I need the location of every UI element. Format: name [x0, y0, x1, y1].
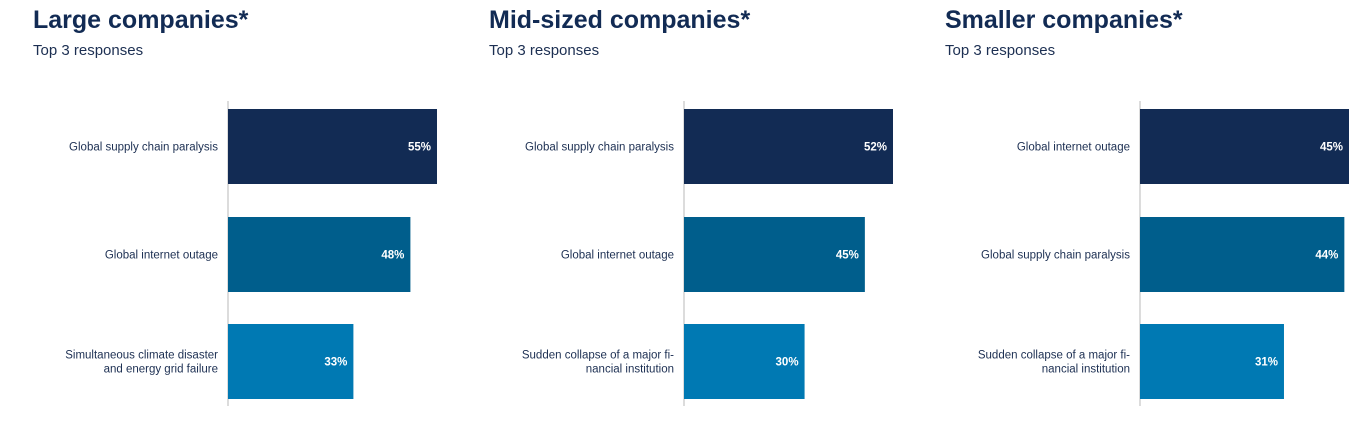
value-label: 48% — [381, 250, 404, 262]
chart-title: Smaller companies* — [945, 6, 1183, 34]
bar — [228, 217, 411, 292]
chart-subtitle: Top 3 responses — [945, 42, 1056, 59]
value-label: 45% — [1320, 142, 1343, 154]
value-label: 44% — [1315, 250, 1338, 262]
bar — [228, 324, 354, 399]
bar-chart-large: 55% Global supply chain paralysis 48% Globa… — [65, 101, 437, 406]
chart-panel-smaller: Smaller companies* Top 3 responses 45% Gl… — [945, 0, 1366, 423]
category-label: Global supply chain paralysis — [69, 142, 218, 154]
bar — [684, 217, 865, 292]
category-label: Sudden collapse of a major fi-nancial in… — [522, 350, 674, 376]
chart-title: Mid-sized companies* — [489, 6, 751, 34]
value-label: 30% — [776, 357, 799, 369]
bar — [1140, 217, 1345, 292]
category-label: Global supply chain paralysis — [525, 142, 674, 154]
value-label: 33% — [324, 357, 347, 369]
bar-chart-mid-sized: 52% Global supply chain paralysis 45% Globa… — [522, 101, 893, 406]
category-label: Global supply chain paralysis — [981, 250, 1130, 262]
category-label: Global internet outage — [561, 250, 674, 262]
chart-subtitle: Top 3 responses — [33, 42, 144, 59]
bar — [684, 324, 805, 399]
bar-chart-smaller: 45% Global internet outage 44% Global suppl… — [978, 101, 1349, 406]
category-label: Simultaneous climate disaster and energy … — [65, 350, 218, 376]
category-label: Global internet outage — [1017, 142, 1130, 154]
bar — [684, 109, 893, 184]
value-label: 55% — [408, 142, 431, 154]
bar — [1140, 324, 1284, 399]
value-label: 45% — [836, 250, 859, 262]
chart-panel-mid-sized: Mid-sized companies* Top 3 responses 52%… — [489, 0, 945, 423]
value-label: 31% — [1255, 357, 1278, 369]
category-label: Global internet outage — [105, 250, 218, 262]
value-label: 52% — [864, 142, 887, 154]
chart-subtitle: Top 3 responses — [489, 42, 600, 59]
chart-panel-large: Large companies* Top 3 responses 55% Glob… — [33, 0, 489, 423]
bar — [228, 109, 437, 184]
category-label: Sudden collapse of a major fi-nancial in… — [978, 350, 1130, 376]
chart-title: Large companies* — [33, 6, 249, 34]
bar — [1140, 109, 1349, 184]
